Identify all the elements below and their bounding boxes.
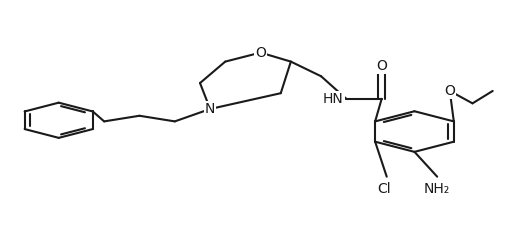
Text: Cl: Cl — [377, 182, 390, 196]
Text: O: O — [255, 46, 266, 59]
Text: N: N — [205, 102, 215, 116]
Text: NH₂: NH₂ — [423, 182, 449, 196]
Text: HN: HN — [322, 92, 343, 106]
Text: O: O — [443, 84, 454, 98]
Text: O: O — [376, 59, 386, 73]
